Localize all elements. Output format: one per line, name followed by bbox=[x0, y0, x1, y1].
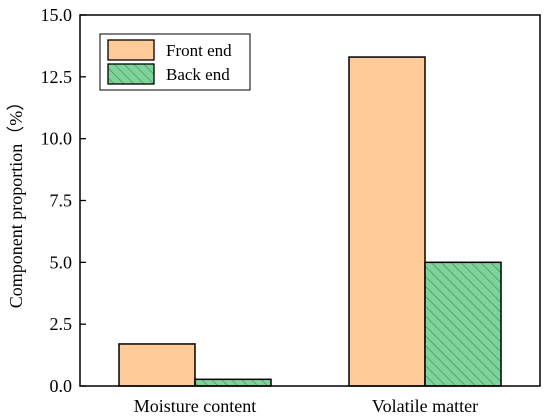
bar-back-end-volatile-matter bbox=[424, 261, 502, 387]
bar-back-end-moisture-content bbox=[194, 378, 272, 387]
y-axis: 0.0 2.5 5.0 7.5 10.0 12.5 15.0 bbox=[41, 5, 86, 396]
bars-layer bbox=[118, 56, 502, 387]
y-tick-label: 7.5 bbox=[50, 191, 73, 211]
x-axis: Moisture content Volatile matter bbox=[134, 380, 478, 416]
bar-front-end-moisture-content bbox=[118, 343, 196, 387]
legend-label-front-end: Front end bbox=[166, 41, 232, 60]
y-tick-label: 0.0 bbox=[50, 376, 73, 396]
y-tick-label: 15.0 bbox=[41, 5, 73, 25]
y-tick-label: 5.0 bbox=[50, 252, 73, 272]
y-axis-title: Component proportion（%） bbox=[6, 93, 26, 308]
legend-swatch-front-end bbox=[107, 39, 155, 61]
bar-front-end-volatile-matter bbox=[348, 56, 426, 387]
x-tick-label: Moisture content bbox=[134, 396, 256, 416]
x-tick-label: Volatile matter bbox=[372, 396, 478, 416]
y-tick-label: 10.0 bbox=[41, 129, 73, 149]
legend-label-back-end: Back end bbox=[166, 65, 230, 84]
legend: Front end Back end bbox=[99, 33, 251, 91]
y-tick-label: 12.5 bbox=[41, 67, 73, 87]
y-tick-label: 2.5 bbox=[50, 314, 73, 334]
legend-swatch-back-end bbox=[107, 63, 155, 85]
